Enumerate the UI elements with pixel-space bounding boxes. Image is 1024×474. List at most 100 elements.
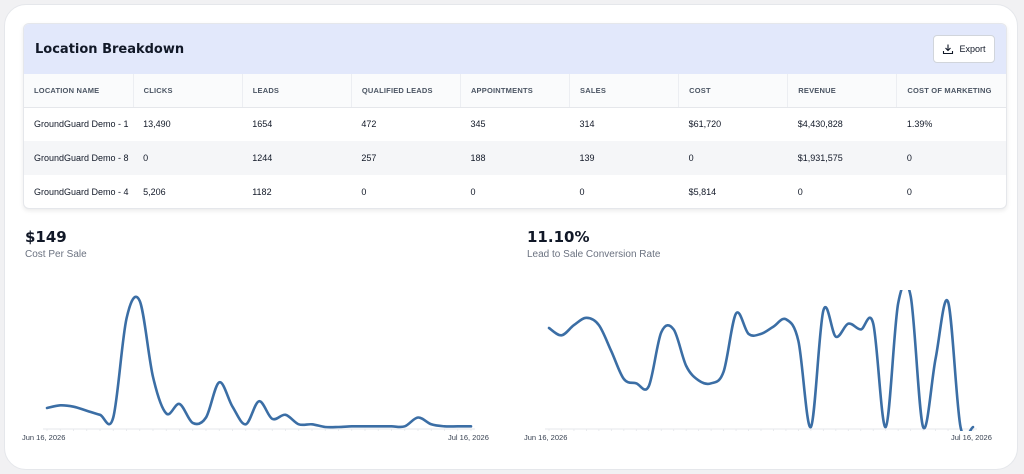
data-point[interactable]	[558, 332, 564, 338]
data-point[interactable]	[895, 300, 901, 306]
data-point[interactable]	[44, 405, 50, 411]
data-point[interactable]	[696, 377, 702, 383]
data-point[interactable]	[190, 420, 196, 426]
export-label: Export	[959, 44, 986, 54]
data-point[interactable]	[546, 325, 552, 331]
data-point[interactable]	[596, 322, 602, 328]
data-point[interactable]	[746, 331, 752, 337]
data-point[interactable]	[71, 404, 77, 410]
data-point[interactable]	[177, 401, 183, 407]
conversion-rate-label: Lead to Sale Conversion Rate	[527, 249, 661, 260]
data-point[interactable]	[203, 415, 209, 421]
location-breakdown-card: Location Breakdown Export LOCATION NAME …	[4, 4, 1018, 470]
data-point[interactable]	[658, 329, 664, 335]
cell-clicks: 5,206	[143, 187, 166, 197]
data-point[interactable]	[621, 376, 627, 382]
column-header-revenue[interactable]: REVENUE	[787, 74, 898, 108]
cell-revenue: $4,430,828	[797, 119, 843, 130]
data-point[interactable]	[283, 412, 289, 418]
data-point[interactable]	[883, 424, 889, 430]
column-header-cost[interactable]: COST	[678, 74, 789, 108]
data-point[interactable]	[402, 423, 408, 429]
data-point[interactable]	[758, 331, 764, 337]
column-header-leads[interactable]: LEADS	[242, 74, 352, 108]
cell-appointments: 0	[470, 187, 476, 197]
column-header-cost-of-marketing[interactable]: COST OF MARKETING	[896, 74, 1006, 108]
data-point[interactable]	[389, 423, 395, 429]
data-point[interactable]	[733, 310, 739, 316]
data-point[interactable]	[820, 308, 826, 314]
data-point[interactable]	[137, 298, 143, 304]
data-point[interactable]	[243, 421, 249, 427]
data-point[interactable]	[795, 338, 801, 344]
data-point[interactable]	[721, 369, 727, 375]
cost-per-sale-value: $149	[25, 228, 67, 246]
table-row[interactable]: GroundGuard Demo - 1 13,490 1654 472 345…	[24, 107, 1006, 141]
table-row[interactable]: GroundGuard Demo - 8 0 1244 257 188 139 …	[24, 141, 1006, 175]
data-point[interactable]	[970, 424, 976, 430]
data-point[interactable]	[908, 293, 914, 299]
cell-appointments: 188	[460, 141, 570, 175]
column-header-qualified-leads[interactable]: QUALIFIED LEADS	[351, 74, 461, 108]
data-point[interactable]	[455, 423, 461, 429]
data-point[interactable]	[608, 348, 614, 354]
data-point[interactable]	[646, 383, 652, 389]
column-header-clicks[interactable]: CLICKS	[133, 74, 243, 108]
data-point[interactable]	[124, 316, 130, 322]
data-point[interactable]	[920, 424, 926, 430]
download-icon	[943, 44, 954, 55]
data-point[interactable]	[375, 423, 381, 429]
data-point[interactable]	[708, 380, 714, 386]
data-point[interactable]	[583, 315, 589, 321]
table-row[interactable]: GroundGuard Demo - 4 5,206 1182 0 0 0 $5…	[24, 175, 1006, 208]
series-line[interactable]	[547, 290, 975, 431]
cell-leads: 1182	[252, 187, 272, 197]
data-point[interactable]	[958, 424, 964, 430]
data-point[interactable]	[468, 423, 474, 429]
column-header-appointments[interactable]: APPOINTMENTS	[460, 74, 571, 108]
column-header-location-name[interactable]: LOCATION NAME	[24, 74, 134, 108]
location-table: LOCATION NAME CLICKS LEADS QUALIFIED LEA…	[24, 74, 1006, 208]
data-point[interactable]	[671, 326, 677, 332]
cell-appointments: 345	[470, 119, 486, 130]
data-point[interactable]	[269, 416, 275, 422]
column-header-sales[interactable]: SALES	[569, 74, 680, 108]
data-point[interactable]	[933, 356, 939, 362]
data-point[interactable]	[216, 379, 222, 385]
data-point[interactable]	[256, 398, 262, 404]
data-point[interactable]	[415, 415, 421, 421]
data-point[interactable]	[571, 322, 577, 328]
data-point[interactable]	[783, 316, 789, 322]
data-point[interactable]	[770, 324, 776, 330]
data-point[interactable]	[808, 424, 814, 430]
data-point[interactable]	[296, 421, 302, 427]
data-point[interactable]	[150, 374, 156, 380]
series-line[interactable]	[45, 295, 473, 429]
table-header-row: LOCATION NAME CLICKS LEADS QUALIFIED LEA…	[24, 74, 1006, 108]
data-point[interactable]	[870, 321, 876, 327]
data-point[interactable]	[833, 334, 839, 340]
data-point[interactable]	[336, 424, 342, 430]
data-point[interactable]	[362, 423, 368, 429]
data-point[interactable]	[442, 423, 448, 429]
data-point[interactable]	[945, 299, 951, 305]
data-point[interactable]	[683, 363, 689, 369]
data-point[interactable]	[845, 321, 851, 327]
data-point[interactable]	[633, 380, 639, 386]
panel-title: Location Breakdown	[35, 41, 185, 57]
data-point[interactable]	[163, 410, 169, 416]
data-point[interactable]	[428, 421, 434, 427]
cell-clicks: 13,490	[143, 119, 171, 130]
data-point[interactable]	[84, 408, 90, 414]
data-point[interactable]	[858, 326, 864, 332]
data-point[interactable]	[97, 412, 103, 418]
data-point[interactable]	[309, 421, 315, 427]
data-point[interactable]	[322, 424, 328, 430]
data-point[interactable]	[110, 415, 116, 421]
data-point[interactable]	[349, 423, 355, 429]
cell-cost-of-marketing: 1.39%	[906, 119, 933, 130]
export-button[interactable]: Export	[933, 35, 995, 63]
cell-sales: 0	[579, 187, 585, 197]
data-point[interactable]	[230, 404, 236, 410]
data-point[interactable]	[57, 402, 63, 408]
